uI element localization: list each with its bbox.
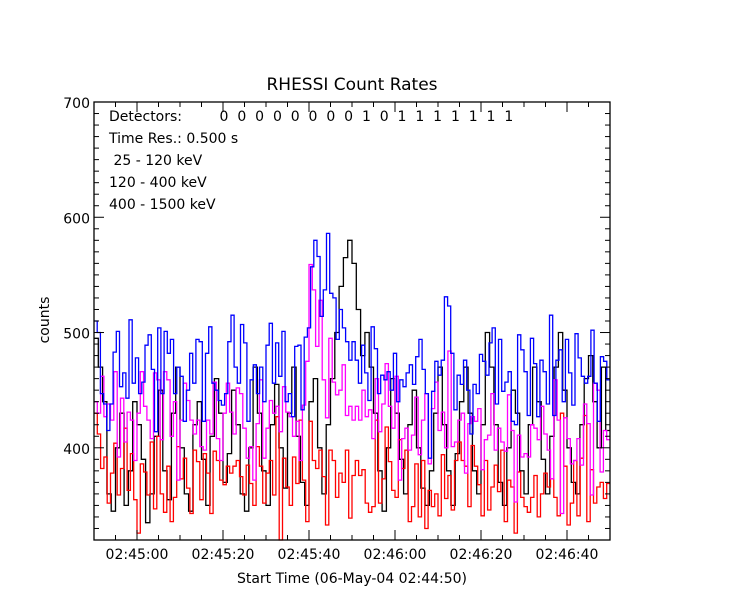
detectors-label: Detectors: xyxy=(109,109,182,125)
detector-bit: 0 xyxy=(273,109,282,125)
detector-bit: 1 xyxy=(415,109,424,125)
legend-entry-400-1500kev: 400 - 1500 keV xyxy=(109,197,216,213)
detector-bit: 0 xyxy=(291,109,300,125)
detector-bit: 1 xyxy=(451,109,460,125)
detector-bit: 1 xyxy=(487,109,496,125)
x-tick-label: 02:45:20 xyxy=(192,547,255,563)
detector-bit: 0 xyxy=(344,109,353,125)
time-resolution: Time Res.: 0.500 s xyxy=(108,131,238,147)
y-axis-label: counts xyxy=(37,297,53,344)
x-axis-label: Start Time (06-May-04 02:44:50) xyxy=(237,571,467,587)
detector-bit: 0 xyxy=(220,109,229,125)
x-tick-label: 02:46:20 xyxy=(450,547,513,563)
legend-entry-120-400kev: 120 - 400 keV xyxy=(109,175,207,191)
detector-bit: 0 xyxy=(380,109,389,125)
y-tick-label: 700 xyxy=(63,96,90,112)
x-tick-label: 02:46:00 xyxy=(364,547,427,563)
detector-bit: 1 xyxy=(469,109,478,125)
detector-bit: 0 xyxy=(309,109,318,125)
x-tick-label: 02:45:40 xyxy=(278,547,341,563)
series-line-25-120kev xyxy=(94,232,610,459)
plot-frame xyxy=(93,101,611,541)
detector-bit: 0 xyxy=(326,109,335,125)
y-tick-label: 500 xyxy=(63,327,90,343)
y-tick-label: 400 xyxy=(63,442,90,458)
axes: 02:45:00 02:45:20 02:45:40 02:46:00 02:46:20… xyxy=(63,96,610,563)
x-tick-label: 02:46:40 xyxy=(536,547,599,563)
detector-bit: 0 xyxy=(255,109,264,125)
series-line-120-400kev xyxy=(94,263,610,515)
chart-title: RHESSI Count Rates xyxy=(266,75,437,95)
legend-entry-25-120kev: 25 - 120 keV xyxy=(109,153,203,169)
detector-bit: 1 xyxy=(362,109,371,125)
series-layer xyxy=(94,232,610,541)
x-tick-label: 02:45:00 xyxy=(106,547,169,563)
detector-bit: 1 xyxy=(398,109,407,125)
detector-bit: 0 xyxy=(237,109,246,125)
detector-bit: 1 xyxy=(433,109,442,125)
y-tick-label: 600 xyxy=(63,211,90,227)
detector-bit: 1 xyxy=(504,109,513,125)
